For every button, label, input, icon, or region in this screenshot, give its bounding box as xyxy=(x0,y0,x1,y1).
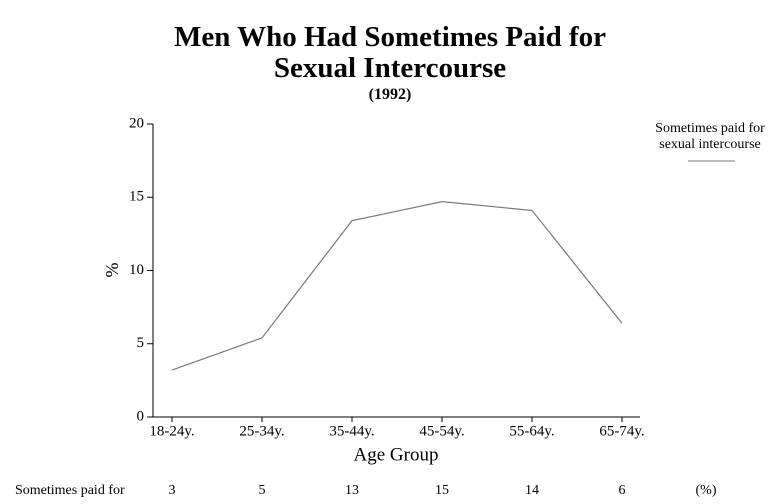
y-tick-label: 15 xyxy=(129,189,144,205)
chart-subtitle: (1992) xyxy=(368,86,412,103)
table-unit: (%) xyxy=(696,483,717,498)
chart-title: Men Who Had Sometimes Paid for Sexual In… xyxy=(173,21,607,84)
y-tick-label: 0 xyxy=(137,408,145,424)
table-value: 14 xyxy=(525,483,539,498)
x-tick-label: 45-54y. xyxy=(419,423,464,439)
table-value: 6 xyxy=(619,483,626,498)
x-tick-label: 18-24y. xyxy=(149,423,194,439)
table-value: 13 xyxy=(345,483,359,498)
y-tick-label: 5 xyxy=(137,335,145,351)
x-tick-label: 35-44y. xyxy=(329,423,374,439)
y-tick-label: 20 xyxy=(129,115,144,131)
x-axis-title: Age Group xyxy=(354,444,439,465)
legend-label: Sometimes paid for sexual intercourse xyxy=(655,121,765,152)
table-value: 5 xyxy=(259,483,266,498)
table-value: 15 xyxy=(435,483,449,498)
x-tick-label: 25-34y. xyxy=(239,423,284,439)
y-tick-label: 10 xyxy=(129,262,144,278)
table-row-label: Sometimes paid for xyxy=(15,483,125,498)
table-value: 3 xyxy=(169,483,176,498)
x-tick-label: 65-74y. xyxy=(599,423,644,439)
y-axis-title: % xyxy=(102,263,122,278)
data-line xyxy=(171,201,623,371)
x-tick-label: 55-64y. xyxy=(509,423,554,439)
